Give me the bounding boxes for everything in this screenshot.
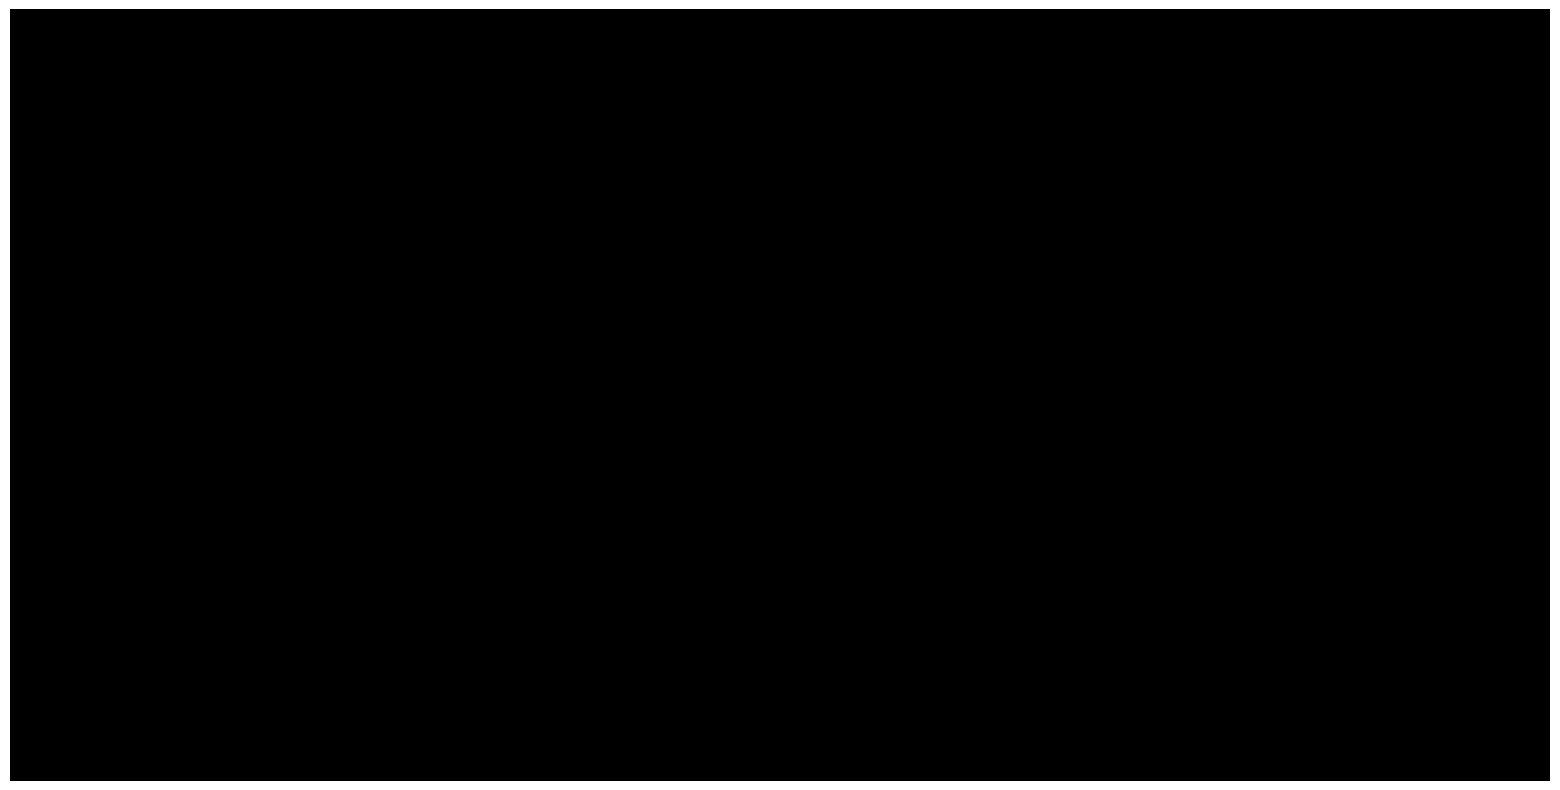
- word-cloud: [10, 9, 1550, 781]
